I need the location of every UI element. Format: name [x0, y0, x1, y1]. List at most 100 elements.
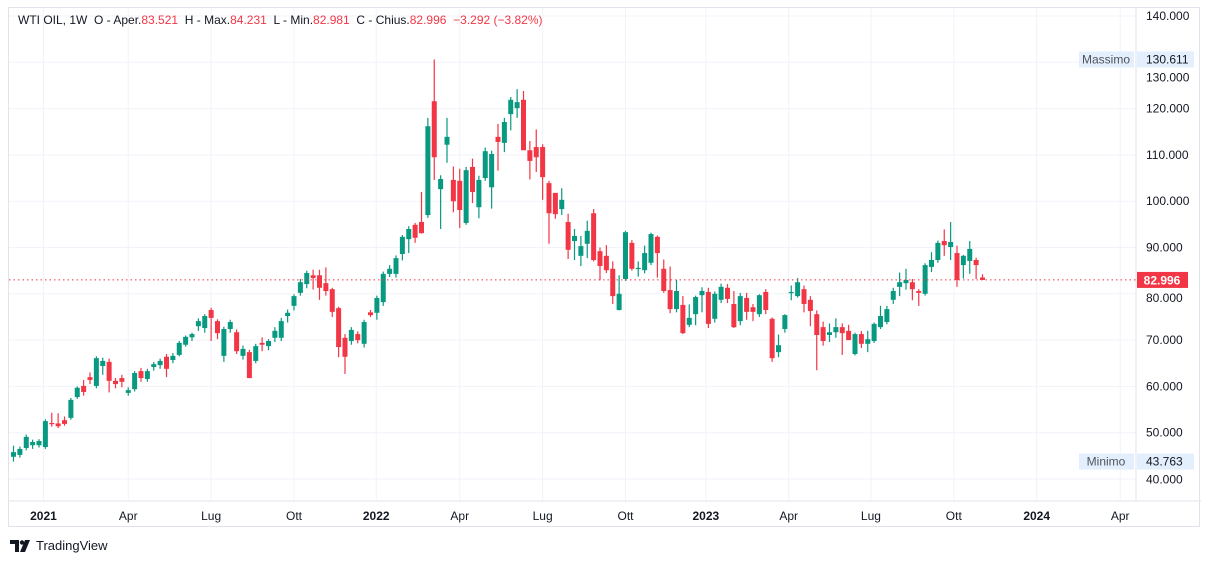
candle-body: [667, 290, 673, 310]
candle: [756, 294, 762, 317]
candle-body: [100, 360, 106, 367]
candle-body: [839, 327, 845, 334]
candle-body: [929, 260, 934, 267]
candle-body: [317, 275, 322, 288]
candle-body: [635, 267, 641, 270]
candle: [425, 117, 431, 218]
candle-body: [890, 291, 896, 300]
candle: [801, 285, 807, 313]
candle-body: [654, 236, 660, 254]
low-label: L - Min.: [273, 13, 314, 27]
candle: [246, 349, 252, 379]
candle: [890, 287, 896, 304]
candle-body: [699, 291, 705, 296]
candle: [967, 241, 973, 274]
candle: [737, 292, 743, 326]
candle: [820, 321, 826, 346]
candle-body: [616, 293, 622, 311]
candle-body: [81, 385, 87, 392]
max-marker-label: Massimo: [1082, 52, 1130, 66]
candle: [144, 368, 150, 382]
candle: [164, 353, 169, 378]
candle-body: [578, 246, 584, 256]
tradingview-label: TradingView: [36, 538, 108, 553]
price-tick-label: 90.000: [1146, 241, 1183, 255]
candle: [661, 259, 667, 293]
time-tick-label: 2022: [363, 509, 390, 523]
candle: [157, 358, 163, 369]
candle: [546, 180, 552, 244]
candle-body: [393, 258, 399, 274]
candle-body: [705, 291, 711, 324]
candle: [336, 306, 342, 358]
candle: [839, 323, 845, 355]
candle: [106, 358, 112, 393]
candle: [189, 332, 195, 342]
candle-body: [489, 153, 495, 188]
candle-body: [795, 282, 801, 297]
symbol-label[interactable]: WTI OIL, 1W: [18, 13, 88, 27]
time-tick-label: Apr: [779, 509, 798, 523]
candle: [470, 158, 475, 204]
candle: [521, 91, 526, 151]
candle: [610, 261, 616, 304]
candle: [935, 240, 941, 263]
candle: [272, 327, 278, 342]
candle-body: [967, 248, 973, 261]
candle-body: [463, 170, 469, 223]
candle: [74, 386, 80, 399]
candle-body: [897, 282, 903, 287]
candle-body: [138, 371, 144, 379]
candle: [763, 289, 769, 315]
price-tick-label: 40.000: [1146, 473, 1183, 487]
last-price-label: 82.996: [1144, 273, 1181, 287]
candle: [680, 296, 686, 335]
time-tick-label: Lug: [533, 509, 553, 523]
candle-body: [846, 330, 852, 341]
min-marker-badge: [1079, 453, 1134, 470]
candle: [49, 412, 55, 427]
candle-body: [552, 192, 558, 215]
candle-body: [176, 342, 182, 355]
candlestick-chart[interactable]: 2021 Apr Lug Ott 2022 Apr Lug Ott 2023 Apr Lug Ott 2…: [9, 8, 1201, 528]
candle-body: [266, 341, 271, 347]
candle: [667, 266, 673, 314]
time-tick-label: 2024: [1023, 509, 1050, 523]
candle-body: [623, 232, 628, 279]
tradingview-logo[interactable]: TradingView: [10, 538, 108, 553]
candle-body: [412, 224, 418, 238]
candle-body: [387, 268, 393, 274]
candle-body: [737, 296, 743, 322]
candle: [540, 144, 546, 200]
candle: [36, 439, 42, 448]
open-value: 83.521: [141, 13, 179, 27]
candle-body: [151, 364, 157, 367]
candle-body: [814, 314, 820, 336]
candle: [807, 296, 813, 327]
candle: [240, 345, 246, 360]
candle: [712, 291, 718, 323]
candle-body: [973, 260, 979, 266]
candle-body: [521, 99, 526, 151]
candle-body: [801, 289, 807, 304]
candle-body: [246, 352, 252, 379]
candle-body: [361, 322, 367, 344]
candle-body: [884, 309, 890, 323]
candle: [285, 309, 291, 323]
candle-body: [565, 222, 571, 250]
candle-body: [725, 287, 730, 299]
candle: [444, 117, 450, 163]
candle-body: [756, 295, 762, 315]
candle: [960, 254, 966, 279]
time-tick-label: Ott: [617, 509, 634, 523]
candle-body: [750, 307, 756, 312]
candle-body: [11, 452, 16, 457]
tradingview-logo-icon: [10, 539, 30, 552]
price-tick-label: 130.000: [1146, 70, 1190, 84]
candle-body: [546, 183, 552, 214]
candle-body: [476, 179, 482, 208]
candle-body: [514, 102, 520, 109]
candle: [482, 147, 488, 181]
candle: [348, 327, 354, 345]
candle-body: [208, 310, 214, 318]
